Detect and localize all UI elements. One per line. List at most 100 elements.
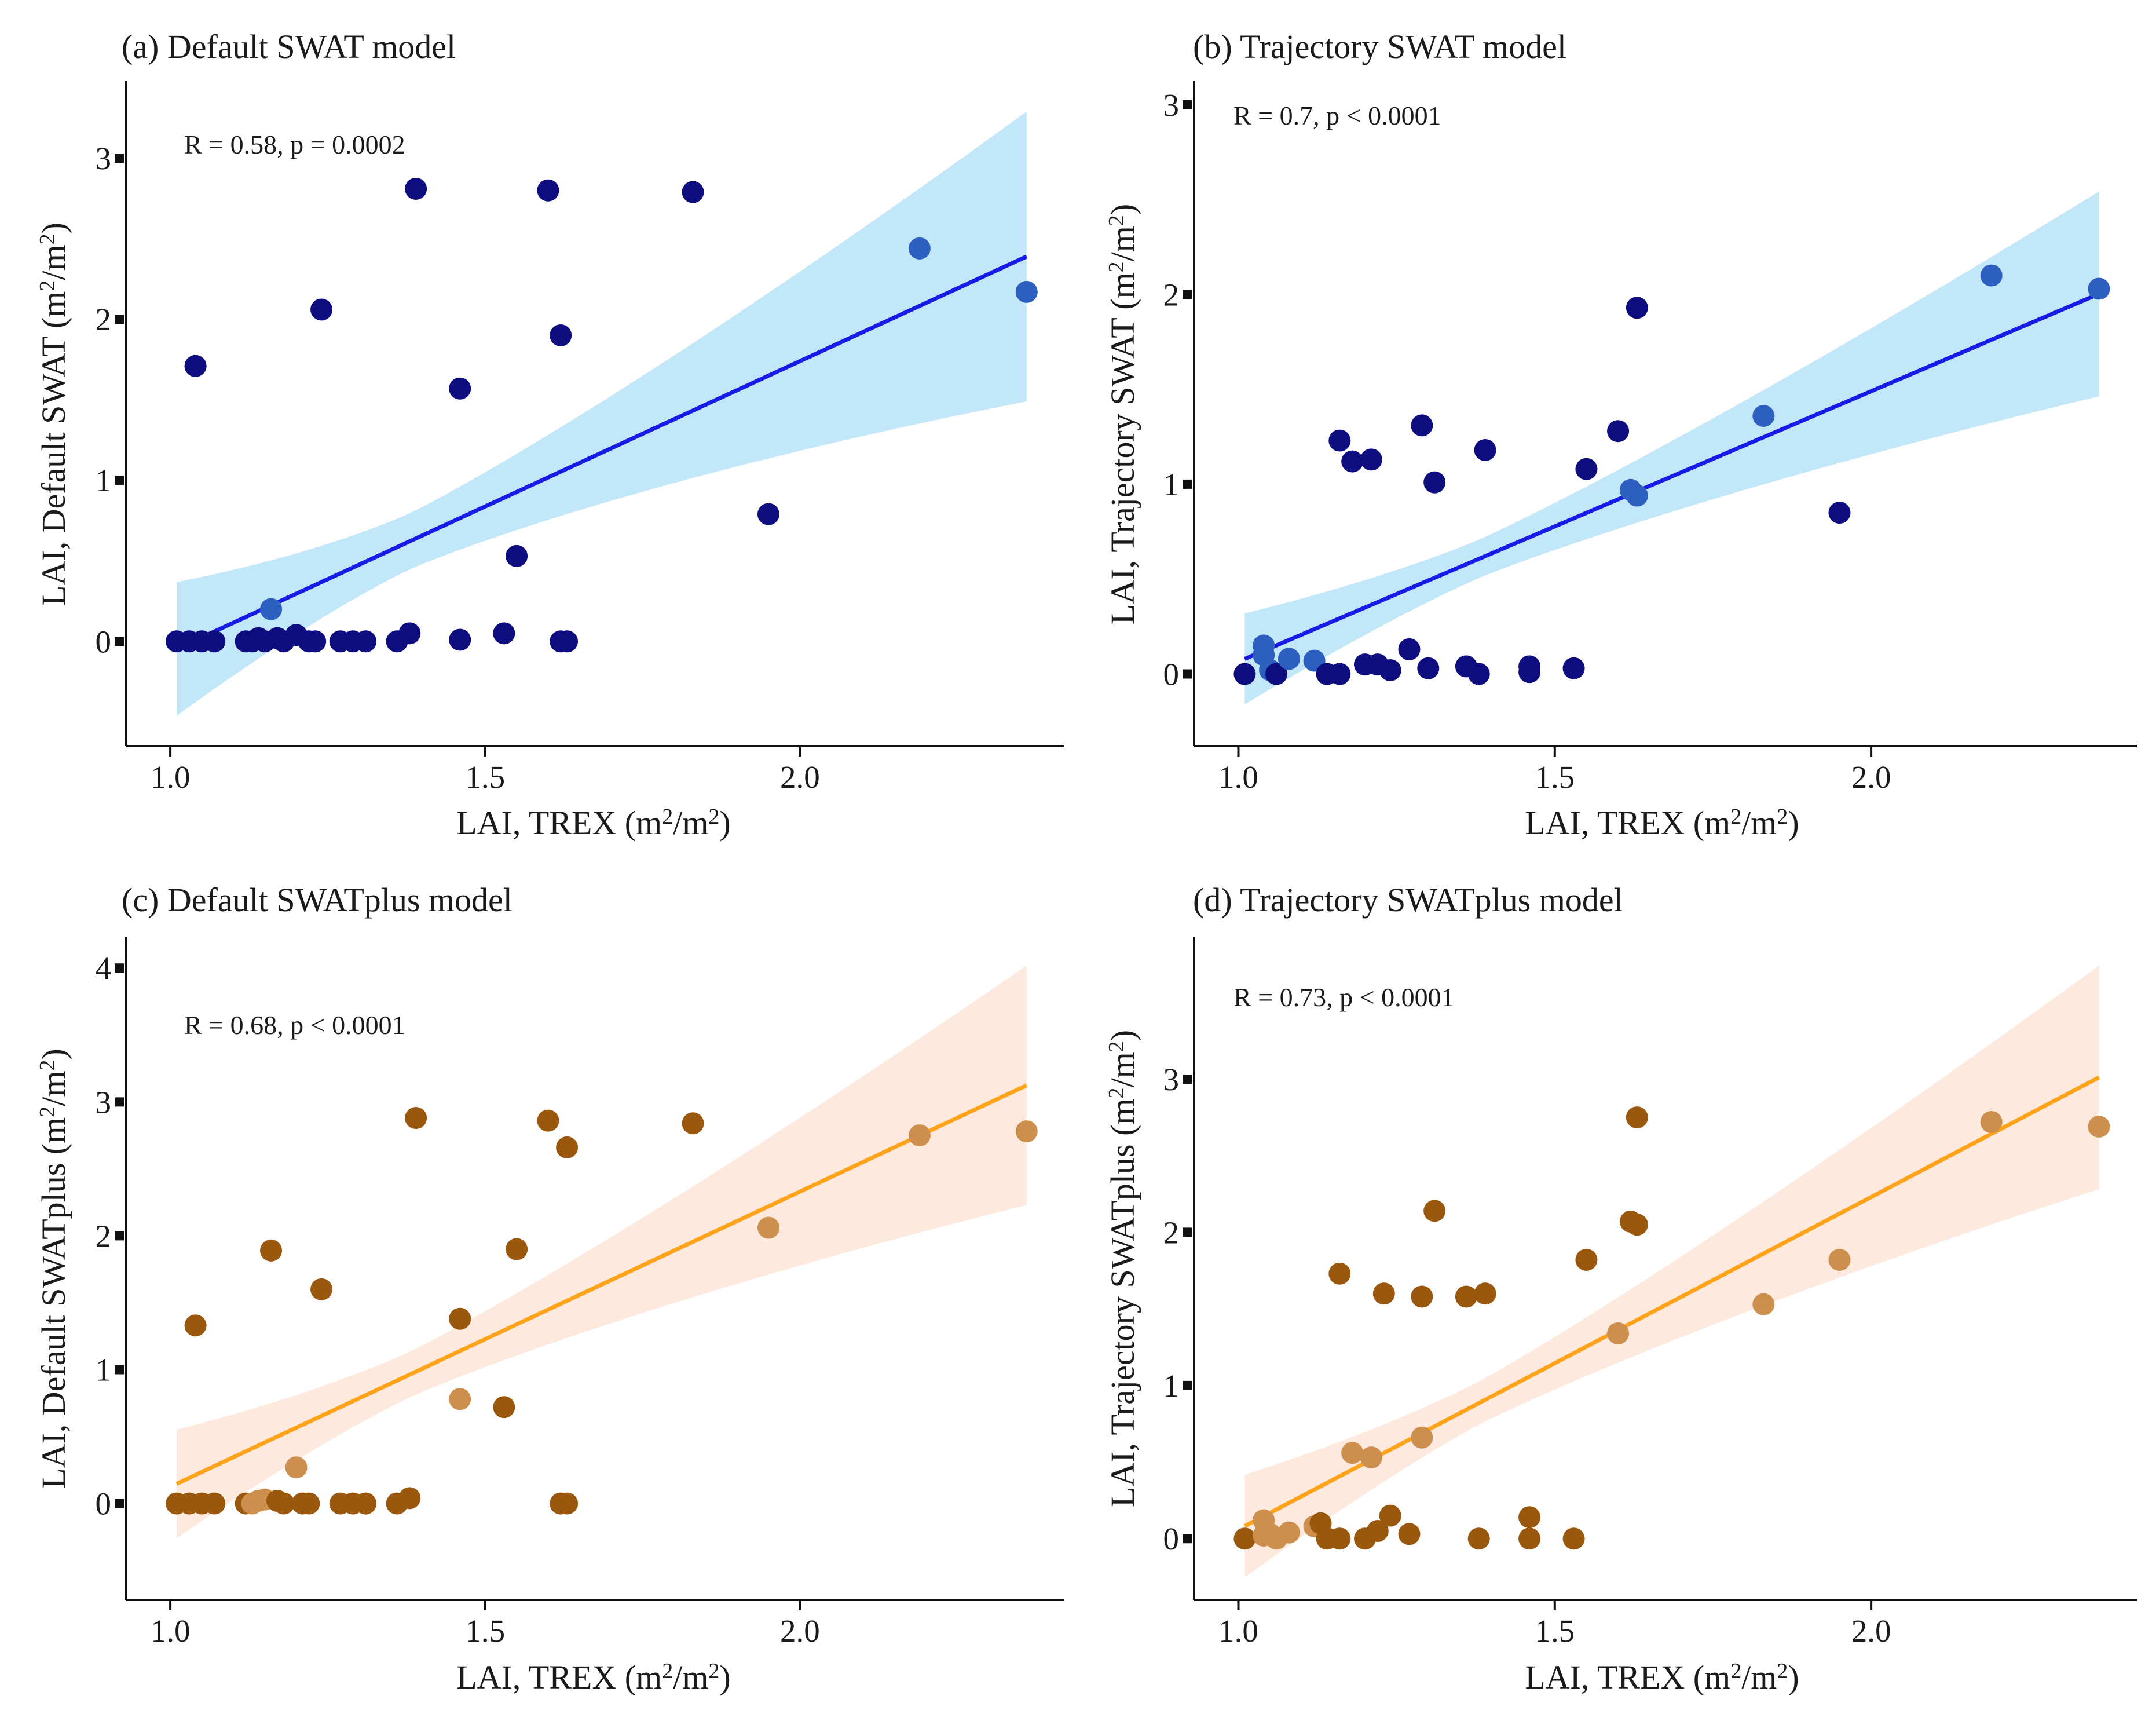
data-point xyxy=(310,1278,333,1300)
x-tick-label: 2.0 xyxy=(1851,1613,1891,1649)
data-point xyxy=(682,1112,704,1135)
x-tick-label: 1.5 xyxy=(465,1613,505,1649)
y-tick-label: 2 xyxy=(1163,1215,1180,1250)
data-point xyxy=(1278,1521,1300,1544)
data-point xyxy=(2088,277,2110,300)
correlation-annotation: R = 0.58, p = 0.0002 xyxy=(184,130,405,159)
data-point xyxy=(1626,1214,1648,1236)
y-tick-label: 3 xyxy=(96,1084,112,1120)
data-point xyxy=(449,1388,471,1410)
panel-b: (b) Trajectory SWAT model R = 0.7, p < 0… xyxy=(1104,28,2137,842)
confidence-band xyxy=(1244,191,2099,705)
data-point xyxy=(203,1492,226,1515)
regression-line xyxy=(175,1083,1028,1486)
y-tick-label: 4 xyxy=(96,951,112,986)
data-point xyxy=(449,628,471,651)
data-point xyxy=(556,1492,579,1515)
data-point xyxy=(1752,1293,1775,1315)
data-point xyxy=(285,1456,308,1479)
data-point xyxy=(298,1492,320,1515)
data-point xyxy=(1518,1527,1541,1550)
data-point xyxy=(1467,1527,1490,1550)
data-point xyxy=(1411,1285,1433,1308)
regression-line xyxy=(175,254,1028,651)
data-point xyxy=(1379,1504,1401,1527)
y-axis-label: LAI, Default SWATplus (m2/m2) xyxy=(35,1048,72,1489)
x-tick-label: 2.0 xyxy=(1851,759,1891,795)
data-point xyxy=(1518,1506,1541,1529)
y-tick-label: 0 xyxy=(96,624,112,659)
data-point xyxy=(354,630,377,653)
y-tick-label: 3 xyxy=(1163,1062,1180,1097)
panel-title: (b) Trajectory SWAT model xyxy=(1193,28,1566,65)
data-point xyxy=(1328,1262,1351,1285)
y-tick-label: 2 xyxy=(96,302,112,337)
y-tick-label: 0 xyxy=(96,1486,112,1522)
data-point xyxy=(506,1238,528,1260)
x-tick-label: 1.5 xyxy=(1535,1613,1575,1649)
data-point xyxy=(757,1216,779,1239)
regression-line xyxy=(1244,292,2100,661)
y-axis-label: LAI, Trajectory SWAT (m2/m2) xyxy=(1104,204,1141,624)
y-tick-label: 2 xyxy=(96,1218,112,1253)
data-point xyxy=(1328,1527,1351,1550)
data-point xyxy=(682,181,704,203)
correlation-annotation: R = 0.7, p < 0.0001 xyxy=(1233,101,1441,130)
correlation-annotation: R = 0.68, p < 0.0001 xyxy=(184,1010,405,1040)
y-tick-label: 0 xyxy=(1163,657,1180,692)
data-point xyxy=(203,630,226,653)
y-tick-label: 3 xyxy=(1163,87,1180,123)
data-point xyxy=(1278,648,1300,670)
x-tick-label: 2.0 xyxy=(780,1613,820,1649)
data-point xyxy=(1379,659,1401,681)
data-point xyxy=(1455,1285,1477,1308)
panel-title: (d) Trajectory SWATplus model xyxy=(1193,881,1623,919)
data-point xyxy=(1828,1248,1851,1271)
data-point xyxy=(1411,414,1433,437)
x-tick-label: 1.0 xyxy=(151,759,191,795)
data-point xyxy=(1980,1111,2003,1134)
data-point xyxy=(1562,1527,1585,1550)
data-point xyxy=(1015,280,1038,303)
data-point xyxy=(304,630,327,653)
data-point xyxy=(493,1396,515,1419)
data-point xyxy=(506,544,528,567)
data-point xyxy=(1265,663,1288,685)
data-point xyxy=(354,1492,377,1515)
x-axis-label: LAI, TREX (m2/m2) xyxy=(456,1658,731,1696)
data-point xyxy=(1417,657,1440,679)
correlation-annotation: R = 0.73, p < 0.0001 xyxy=(1233,982,1455,1012)
data-point xyxy=(1341,1442,1364,1464)
confidence-band xyxy=(177,111,1027,716)
data-point xyxy=(537,1109,559,1132)
y-tick-label: 1 xyxy=(1163,1368,1180,1404)
data-point xyxy=(1575,458,1598,480)
data-point xyxy=(1626,484,1648,507)
y-axis-label: LAI, Trajectory SWATplus (m2/m2) xyxy=(1104,1030,1141,1507)
panel-title: (a) Default SWAT model xyxy=(122,28,456,65)
data-point xyxy=(1398,1523,1421,1545)
confidence-band xyxy=(177,965,1027,1538)
data-point xyxy=(1015,1120,1038,1143)
data-point xyxy=(1518,661,1541,684)
data-point xyxy=(1233,1527,1256,1550)
data-point xyxy=(260,1239,283,1262)
data-point xyxy=(449,377,471,400)
data-point xyxy=(1562,657,1585,679)
data-point xyxy=(1423,1200,1446,1222)
data-point xyxy=(272,1492,295,1515)
data-point xyxy=(1328,429,1351,452)
data-point xyxy=(1467,663,1490,685)
y-tick-label: 1 xyxy=(1163,467,1180,502)
data-point xyxy=(1752,405,1775,427)
data-point xyxy=(1828,502,1851,524)
data-point xyxy=(908,1124,931,1147)
data-point xyxy=(1366,1520,1389,1543)
y-tick-label: 0 xyxy=(1163,1521,1180,1556)
data-point xyxy=(493,622,515,645)
data-point xyxy=(1474,1282,1496,1305)
y-tick-label: 1 xyxy=(96,1353,112,1388)
y-tick-label: 2 xyxy=(1163,277,1180,312)
x-axis-label: LAI, TREX (m2/m2) xyxy=(456,804,731,842)
